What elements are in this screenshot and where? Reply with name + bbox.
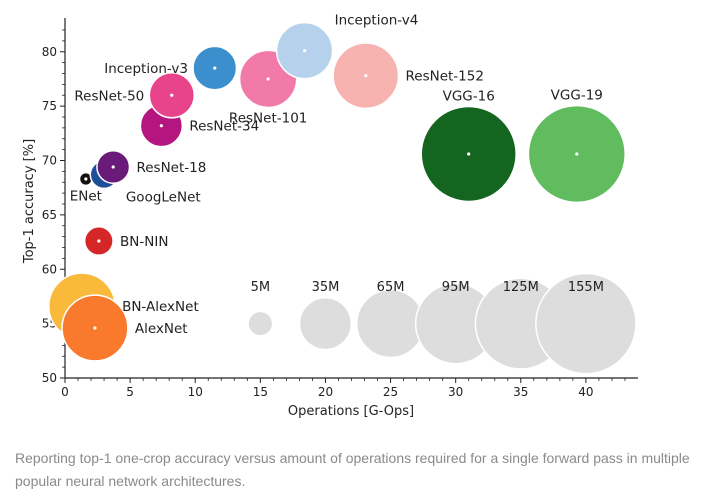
label-inception-v4: Inception-v4 [335, 13, 419, 29]
label-vgg-19: VGG-19 [551, 88, 603, 104]
x-tick-label: 10 [188, 385, 203, 399]
bubble-center-dot [266, 77, 270, 81]
size-legend: 5M 35M 65M 95M 125M 155M [247, 272, 637, 375]
label-resnet-34: ResNet-34 [189, 119, 259, 135]
bubble-center-dot [467, 152, 471, 156]
bubble-center-dot [170, 93, 174, 97]
bubble-center-dot [575, 152, 579, 156]
x-tick-label: 15 [253, 385, 268, 399]
data-labels: BN-AlexNet AlexNet BN-NIN ENet GoogLeNet ResN… [70, 13, 603, 337]
x-tick-label: 5 [126, 385, 134, 399]
size-legend-label-35m: 35M [312, 280, 340, 295]
label-inception-v3: Inception-v3 [104, 61, 188, 77]
bubble-center-dot [364, 74, 368, 78]
bubble-center-dot [159, 124, 163, 128]
label-bn-alexnet: BN-AlexNet [122, 299, 199, 315]
x-tick-label: 30 [448, 385, 463, 399]
bubble-center-dot [111, 165, 115, 169]
y-tick-label: 80 [42, 45, 57, 59]
bubble-center-dot [93, 326, 97, 330]
x-axis-label: Operations [G-Ops] [288, 404, 414, 419]
size-legend-bubble-5m [247, 310, 274, 337]
label-resnet-152: ResNet-152 [405, 69, 483, 85]
y-tick-label: 50 [42, 371, 57, 385]
y-axis-label: Top-1 accuracy [%] [22, 139, 37, 264]
y-tick-label: 75 [42, 99, 57, 113]
size-legend-label-5m: 5M [251, 280, 271, 295]
label-resnet-50: ResNet-50 [74, 88, 144, 104]
size-legend-label-125m: 125M [503, 280, 539, 295]
size-legend-label-95m: 95M [442, 280, 470, 295]
x-tick-label: 20 [318, 385, 333, 399]
size-legend-bubble-35m [298, 296, 353, 351]
bubble-center-dot [303, 49, 307, 53]
x-tick-label: 40 [578, 385, 593, 399]
x-tick-label: 0 [61, 385, 69, 399]
bubble-center-dot [84, 177, 88, 181]
figure-caption: Reporting top-1 one-crop accuracy versus… [15, 450, 690, 489]
y-tick-label: 60 [42, 262, 57, 276]
size-legend-label-155m: 155M [568, 280, 604, 295]
size-legend-bubble-65m [355, 289, 426, 359]
data-bubbles [48, 21, 626, 362]
y-tick-label: 65 [42, 208, 57, 222]
label-bn-nin: BN-NIN [120, 234, 168, 250]
label-googlenet: GoogLeNet [126, 189, 201, 205]
bubble-center-dot [213, 66, 217, 70]
label-resnet-18: ResNet-18 [136, 160, 206, 176]
bubble-center-dot [97, 239, 101, 243]
label-resnet-101: ResNet-101 [229, 110, 307, 126]
label-vgg-16: VGG-16 [443, 89, 495, 105]
size-legend-label-65m: 65M [377, 280, 405, 295]
x-tick-label: 25 [383, 385, 398, 399]
y-tick-label: 70 [42, 154, 57, 168]
x-tick-label: 35 [513, 385, 528, 399]
label-alexnet: AlexNet [135, 321, 188, 337]
size-legend-bubble-155m [535, 272, 637, 375]
label-enet: ENet [70, 188, 102, 204]
